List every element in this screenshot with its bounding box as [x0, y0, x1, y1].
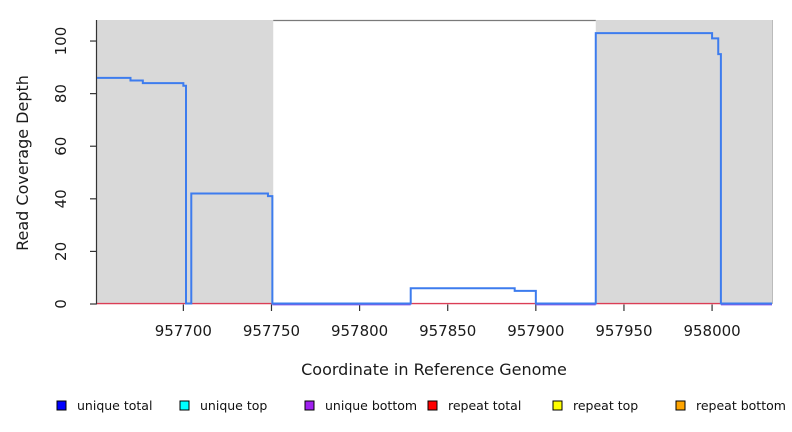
x-tick-label: 957850 [419, 322, 476, 340]
legend-swatch-repeat-top [552, 400, 563, 411]
y-tick-label: 0 [52, 299, 70, 309]
x-tick-label: 957900 [507, 322, 564, 340]
y-tick-label: 80 [52, 84, 70, 103]
legend-swatch-unique-top [179, 400, 190, 411]
y-tick-label: 40 [52, 189, 70, 208]
x-tick-label: 957950 [595, 322, 652, 340]
x-tick-label: 957800 [331, 322, 388, 340]
repeat-region-shading [595, 20, 772, 304]
y-axis-title: Read Coverage Depth [13, 75, 32, 251]
legend-label-repeat-bottom: repeat bottom [696, 398, 786, 413]
legend-label-unique-bottom: unique bottom [325, 398, 417, 413]
x-tick-label: 957750 [243, 322, 300, 340]
x-tick-label: 958000 [683, 322, 740, 340]
series-line-unique-total [97, 32, 772, 305]
legend-label-unique-total: unique total [77, 398, 152, 413]
y-tick-label: 100 [52, 27, 70, 56]
legend-label-repeat-top: repeat top [573, 398, 638, 413]
legend-swatch-repeat-total [427, 400, 438, 411]
y-tick-label: 60 [52, 137, 70, 156]
legend-swatch-unique-total [56, 400, 67, 411]
x-axis-title: Coordinate in Reference Genome [301, 360, 567, 379]
legend-swatch-unique-bottom [304, 400, 315, 411]
legend-label-repeat-total: repeat total [448, 398, 521, 413]
legend-swatch-repeat-bottom [675, 400, 686, 411]
x-tick-label: 957700 [155, 322, 212, 340]
y-tick-label: 20 [52, 242, 70, 261]
legend-label-unique-top: unique top [200, 398, 267, 413]
